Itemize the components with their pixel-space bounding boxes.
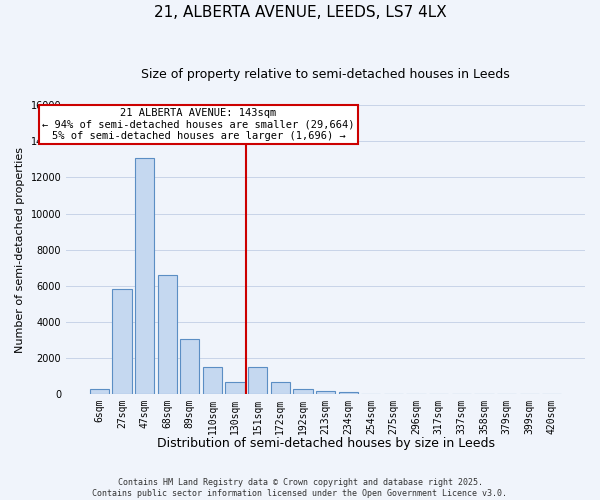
Bar bbox=[203, 367, 222, 394]
Text: 21 ALBERTA AVENUE: 143sqm
← 94% of semi-detached houses are smaller (29,664)
5% : 21 ALBERTA AVENUE: 143sqm ← 94% of semi-… bbox=[42, 108, 355, 142]
Text: 21, ALBERTA AVENUE, LEEDS, LS7 4LX: 21, ALBERTA AVENUE, LEEDS, LS7 4LX bbox=[154, 5, 446, 20]
Bar bbox=[180, 339, 199, 394]
Bar bbox=[338, 392, 358, 394]
Y-axis label: Number of semi-detached properties: Number of semi-detached properties bbox=[15, 146, 25, 352]
Bar bbox=[90, 388, 109, 394]
Bar bbox=[316, 390, 335, 394]
Bar bbox=[226, 382, 245, 394]
Text: Contains HM Land Registry data © Crown copyright and database right 2025.
Contai: Contains HM Land Registry data © Crown c… bbox=[92, 478, 508, 498]
Bar bbox=[112, 290, 131, 394]
Bar bbox=[158, 275, 177, 394]
Title: Size of property relative to semi-detached houses in Leeds: Size of property relative to semi-detach… bbox=[141, 68, 510, 80]
Bar bbox=[293, 388, 313, 394]
Bar bbox=[248, 367, 268, 394]
Bar bbox=[271, 382, 290, 394]
X-axis label: Distribution of semi-detached houses by size in Leeds: Distribution of semi-detached houses by … bbox=[157, 437, 494, 450]
Bar bbox=[135, 158, 154, 394]
